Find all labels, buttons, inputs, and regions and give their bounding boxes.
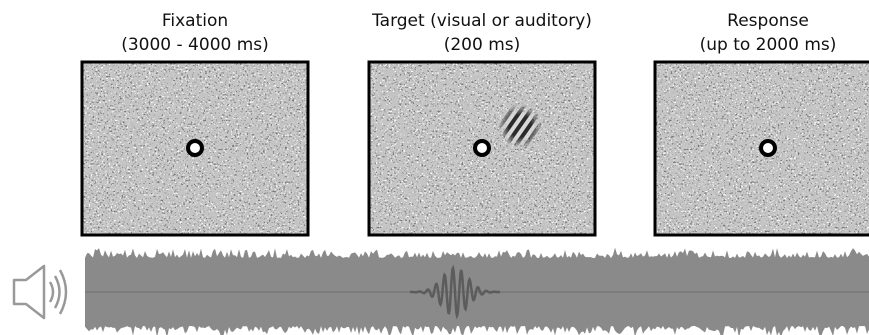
target-panel (369, 62, 595, 235)
waveform-edge (85, 324, 869, 335)
speaker-icon (14, 266, 66, 318)
panel-title: Fixation (162, 11, 228, 31)
trial-figure: Fixation (3000 - 4000 ms) Target (visual… (0, 0, 869, 335)
panel-title: Target (visual or auditory) (371, 11, 592, 31)
panel-duration: (3000 - 4000 ms) (121, 35, 269, 55)
panel-duration: (200 ms) (444, 35, 521, 55)
fixation-panel (82, 62, 308, 235)
waveform-edge (85, 248, 869, 260)
response-panel (655, 62, 869, 235)
panel-duration: (up to 2000 ms) (700, 35, 837, 55)
panel-title: Response (727, 11, 809, 31)
gabor (496, 102, 544, 150)
audio-waveform (85, 248, 869, 335)
